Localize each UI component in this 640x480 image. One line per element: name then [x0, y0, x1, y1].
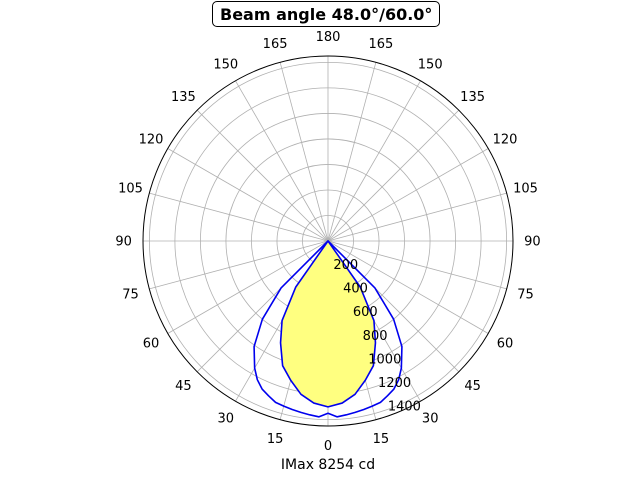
chart-title: Beam angle 48.0°/60.0° — [212, 1, 441, 27]
angle-tick-label: 165 — [263, 37, 288, 52]
angle-tick-label: 180 — [316, 30, 341, 45]
grid-spoke — [167, 240, 329, 334]
angle-tick-label: 75 — [517, 287, 534, 302]
angle-tick-label: 45 — [175, 379, 192, 394]
angle-tick-label: 135 — [171, 90, 196, 105]
intensity-curve-0 — [253, 240, 403, 418]
angle-tick-label: 30 — [218, 412, 235, 427]
intensity-curve-1 — [279, 240, 377, 408]
angle-tick-label: 150 — [213, 58, 238, 73]
angle-tick-label: 45 — [464, 379, 481, 394]
angle-tick-label: 120 — [139, 132, 164, 147]
radial-tick-label: 200 — [333, 258, 358, 273]
tick-labels: 0 15 30 45 60 75 90 105 120 135 150 165 180 165 150 135… — [115, 30, 540, 454]
angle-tick-label: 75 — [122, 287, 139, 302]
intensity-fill — [280, 241, 376, 407]
grid-spoke — [196, 109, 329, 242]
angle-tick-label: 15 — [373, 432, 390, 447]
grid-spoke — [149, 192, 329, 242]
grid-spoke — [279, 62, 329, 242]
grid-spoke — [327, 240, 489, 334]
angle-tick-label: 60 — [497, 337, 514, 352]
angle-tick-label: 165 — [368, 37, 393, 52]
grid-spoke — [327, 148, 489, 242]
angle-tick-label: 120 — [493, 132, 518, 147]
grid-spoke — [149, 240, 329, 290]
radial-tick-label: 1200 — [378, 376, 411, 391]
angle-tick-label: 0 — [324, 439, 332, 454]
grid-spoke — [235, 80, 329, 242]
grid-spoke — [327, 80, 421, 242]
angle-tick-label: 105 — [513, 182, 538, 197]
angle-tick-label: 30 — [422, 412, 439, 427]
angle-tick-label: 60 — [143, 337, 160, 352]
angle-tick-label: 90 — [524, 235, 541, 250]
angle-tick-label: 105 — [118, 182, 143, 197]
intensity-fill-1 — [280, 241, 376, 407]
radial-tick-label: 800 — [363, 329, 388, 344]
outer-frame — [142, 55, 514, 427]
radial-tick-label: 1000 — [368, 352, 401, 367]
radial-tick-label: 1400 — [388, 400, 421, 415]
intensity-curves — [253, 240, 403, 418]
radial-tick-label: 400 — [343, 282, 368, 297]
grid-spoke — [327, 240, 507, 290]
angle-tick-label: 15 — [267, 432, 284, 447]
radial-tick-label: 600 — [353, 305, 378, 320]
grid-spoke — [327, 192, 507, 242]
angle-tick-label: 90 — [115, 235, 132, 250]
grid-spoke — [167, 148, 329, 242]
angle-tick-label: 135 — [460, 90, 485, 105]
grid-spoke — [327, 109, 460, 242]
x-axis-label: IMax 8254 cd — [280, 457, 376, 473]
angle-tick-label: 150 — [418, 58, 443, 73]
grid-spoke — [327, 62, 377, 242]
